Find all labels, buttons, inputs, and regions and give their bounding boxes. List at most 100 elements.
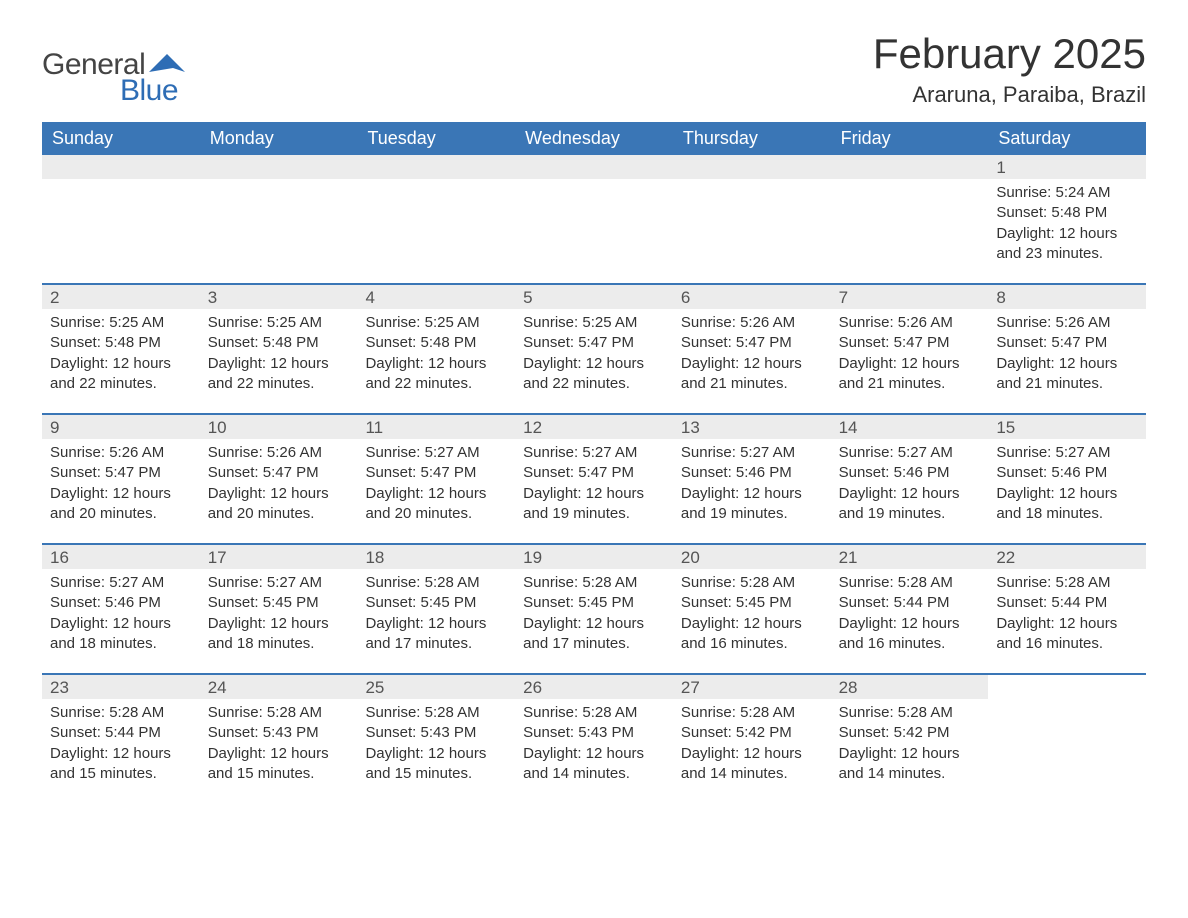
- sunrise-text: Sunrise: 5:25 AM: [50, 313, 192, 333]
- sunset-text: Sunset: 5:44 PM: [50, 723, 192, 743]
- daylight1-text: Daylight: 12 hours: [681, 744, 823, 764]
- cell-body: Sunrise: 5:26 AMSunset: 5:47 PMDaylight:…: [988, 309, 1146, 404]
- sunrise-text: Sunrise: 5:28 AM: [50, 703, 192, 723]
- daylight2-text: and 14 minutes.: [839, 764, 981, 784]
- sunrise-text: Sunrise: 5:28 AM: [839, 703, 981, 723]
- sunrise-text: Sunrise: 5:26 AM: [681, 313, 823, 333]
- calendar-cell: 10Sunrise: 5:26 AMSunset: 5:47 PMDayligh…: [200, 415, 358, 543]
- day-header: Thursday: [673, 122, 831, 155]
- daylight1-text: Daylight: 12 hours: [681, 354, 823, 374]
- sunrise-text: Sunrise: 5:28 AM: [681, 573, 823, 593]
- daylight2-text: and 16 minutes.: [681, 634, 823, 654]
- daylight1-text: Daylight: 12 hours: [50, 744, 192, 764]
- sunset-text: Sunset: 5:47 PM: [523, 333, 665, 353]
- daylight2-text: and 15 minutes.: [208, 764, 350, 784]
- day-number: 28: [831, 675, 989, 699]
- cell-body: Sunrise: 5:27 AMSunset: 5:46 PMDaylight:…: [831, 439, 989, 534]
- cell-body: Sunrise: 5:28 AMSunset: 5:42 PMDaylight:…: [831, 699, 989, 794]
- daylight2-text: and 16 minutes.: [996, 634, 1138, 654]
- day-number: 20: [673, 545, 831, 569]
- day-number: [42, 155, 200, 179]
- daylight1-text: Daylight: 12 hours: [365, 614, 507, 634]
- day-number: 2: [42, 285, 200, 309]
- daylight2-text: and 22 minutes.: [208, 374, 350, 394]
- cell-body: Sunrise: 5:28 AMSunset: 5:44 PMDaylight:…: [988, 569, 1146, 664]
- daylight2-text: and 15 minutes.: [50, 764, 192, 784]
- sunrise-text: Sunrise: 5:28 AM: [839, 573, 981, 593]
- daylight1-text: Daylight: 12 hours: [839, 354, 981, 374]
- sunset-text: Sunset: 5:43 PM: [208, 723, 350, 743]
- calendar-week-row: 23Sunrise: 5:28 AMSunset: 5:44 PMDayligh…: [42, 673, 1146, 803]
- day-number: 22: [988, 545, 1146, 569]
- daylight1-text: Daylight: 12 hours: [681, 484, 823, 504]
- daylight2-text: and 20 minutes.: [365, 504, 507, 524]
- sunset-text: Sunset: 5:45 PM: [523, 593, 665, 613]
- sunrise-text: Sunrise: 5:27 AM: [50, 573, 192, 593]
- day-header: Monday: [200, 122, 358, 155]
- sunrise-text: Sunrise: 5:28 AM: [365, 703, 507, 723]
- calendar-week-row: 9Sunrise: 5:26 AMSunset: 5:47 PMDaylight…: [42, 413, 1146, 543]
- sunset-text: Sunset: 5:47 PM: [996, 333, 1138, 353]
- sunset-text: Sunset: 5:42 PM: [839, 723, 981, 743]
- sunrise-text: Sunrise: 5:27 AM: [681, 443, 823, 463]
- sunrise-text: Sunrise: 5:28 AM: [523, 573, 665, 593]
- daylight2-text: and 21 minutes.: [996, 374, 1138, 394]
- logo-text-blue: Blue: [120, 74, 178, 108]
- day-header: Friday: [831, 122, 989, 155]
- daylight1-text: Daylight: 12 hours: [523, 744, 665, 764]
- calendar-cell-empty: [988, 675, 1146, 803]
- page-title: February 2025: [873, 30, 1146, 78]
- calendar-cell: 19Sunrise: 5:28 AMSunset: 5:45 PMDayligh…: [515, 545, 673, 673]
- sunset-text: Sunset: 5:46 PM: [50, 593, 192, 613]
- daylight2-text: and 18 minutes.: [996, 504, 1138, 524]
- sunset-text: Sunset: 5:46 PM: [681, 463, 823, 483]
- day-number: [988, 675, 1146, 699]
- day-number: 9: [42, 415, 200, 439]
- sunrise-text: Sunrise: 5:26 AM: [50, 443, 192, 463]
- daylight2-text: and 19 minutes.: [839, 504, 981, 524]
- daylight2-text: and 17 minutes.: [365, 634, 507, 654]
- cell-body: Sunrise: 5:28 AMSunset: 5:42 PMDaylight:…: [673, 699, 831, 794]
- location-subtitle: Araruna, Paraiba, Brazil: [873, 82, 1146, 108]
- sunset-text: Sunset: 5:43 PM: [365, 723, 507, 743]
- calendar-cell: 15Sunrise: 5:27 AMSunset: 5:46 PMDayligh…: [988, 415, 1146, 543]
- calendar-cell: 9Sunrise: 5:26 AMSunset: 5:47 PMDaylight…: [42, 415, 200, 543]
- day-header-row: SundayMondayTuesdayWednesdayThursdayFrid…: [42, 122, 1146, 155]
- sunrise-text: Sunrise: 5:28 AM: [996, 573, 1138, 593]
- daylight1-text: Daylight: 12 hours: [208, 484, 350, 504]
- daylight2-text: and 21 minutes.: [681, 374, 823, 394]
- sunset-text: Sunset: 5:47 PM: [523, 463, 665, 483]
- calendar-cell: 6Sunrise: 5:26 AMSunset: 5:47 PMDaylight…: [673, 285, 831, 413]
- cell-body: Sunrise: 5:26 AMSunset: 5:47 PMDaylight:…: [42, 439, 200, 534]
- day-header: Sunday: [42, 122, 200, 155]
- cell-body: Sunrise: 5:28 AMSunset: 5:45 PMDaylight:…: [673, 569, 831, 664]
- sunrise-text: Sunrise: 5:25 AM: [208, 313, 350, 333]
- sunset-text: Sunset: 5:48 PM: [50, 333, 192, 353]
- calendar-cell: 22Sunrise: 5:28 AMSunset: 5:44 PMDayligh…: [988, 545, 1146, 673]
- sunrise-text: Sunrise: 5:28 AM: [365, 573, 507, 593]
- sunrise-text: Sunrise: 5:25 AM: [365, 313, 507, 333]
- day-number: 17: [200, 545, 358, 569]
- sunrise-text: Sunrise: 5:26 AM: [996, 313, 1138, 333]
- sunrise-text: Sunrise: 5:28 AM: [208, 703, 350, 723]
- calendar-cell: 27Sunrise: 5:28 AMSunset: 5:42 PMDayligh…: [673, 675, 831, 803]
- daylight1-text: Daylight: 12 hours: [365, 354, 507, 374]
- daylight2-text: and 22 minutes.: [365, 374, 507, 394]
- daylight2-text: and 18 minutes.: [50, 634, 192, 654]
- sunset-text: Sunset: 5:45 PM: [208, 593, 350, 613]
- day-number: 26: [515, 675, 673, 699]
- daylight1-text: Daylight: 12 hours: [50, 484, 192, 504]
- daylight2-text: and 17 minutes.: [523, 634, 665, 654]
- daylight1-text: Daylight: 12 hours: [50, 354, 192, 374]
- daylight1-text: Daylight: 12 hours: [523, 484, 665, 504]
- daylight1-text: Daylight: 12 hours: [523, 354, 665, 374]
- sunrise-text: Sunrise: 5:28 AM: [681, 703, 823, 723]
- calendar-cell: 23Sunrise: 5:28 AMSunset: 5:44 PMDayligh…: [42, 675, 200, 803]
- day-number: 21: [831, 545, 989, 569]
- calendar-cell: 5Sunrise: 5:25 AMSunset: 5:47 PMDaylight…: [515, 285, 673, 413]
- daylight1-text: Daylight: 12 hours: [208, 354, 350, 374]
- calendar-cell: 7Sunrise: 5:26 AMSunset: 5:47 PMDaylight…: [831, 285, 989, 413]
- day-number: 16: [42, 545, 200, 569]
- cell-body: Sunrise: 5:27 AMSunset: 5:46 PMDaylight:…: [42, 569, 200, 664]
- day-number: [200, 155, 358, 179]
